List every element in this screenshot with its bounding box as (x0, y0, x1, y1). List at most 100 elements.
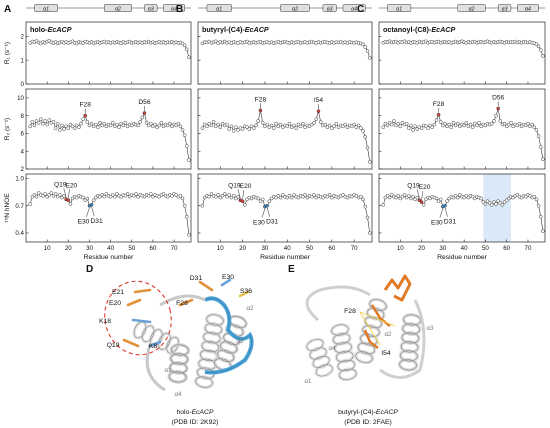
data-point (309, 194, 314, 199)
data-point (153, 122, 157, 127)
data-point (258, 199, 263, 203)
data-point (216, 122, 220, 127)
data-point (184, 47, 189, 52)
data-point (314, 195, 319, 200)
data-point (389, 122, 394, 127)
data-point (301, 121, 305, 126)
data-point (462, 123, 466, 128)
helix-outline (166, 336, 179, 354)
residue-label: I54 (381, 350, 391, 357)
helix-outline (339, 368, 357, 380)
annotation-label: E30 (78, 219, 90, 226)
helix-box-4 (517, 4, 539, 12)
x-tick-label: 20 (418, 245, 425, 252)
helix-label: α2 (384, 331, 392, 338)
data-point (285, 124, 290, 129)
structure-panel-e: E F28 I54 α3 α2 α4 α1 butyryl-(C4)-EcACP (PDB ID… (288, 264, 434, 426)
plot-hnoe-a: 1.0 0.7 0.4 ¹⁵N hNOE 10 20 30 40 50 60 70 Q19 E20 E30… (4, 173, 192, 252)
data-point (455, 121, 460, 126)
data-point (234, 125, 238, 129)
caption-prefix: holo- (176, 409, 191, 416)
helix-outline (400, 341, 419, 353)
panel-letter-C: C (357, 4, 364, 15)
helix-label-2: α2 (115, 6, 121, 12)
data-point (332, 124, 336, 129)
data-point (216, 193, 220, 197)
data-point (205, 124, 209, 129)
annotation-label: D31 (266, 219, 278, 226)
helix-outline (401, 332, 420, 344)
data-point (256, 196, 261, 201)
x-tick-label: 10 (44, 245, 51, 252)
helix-outline (367, 307, 385, 320)
data-point (115, 122, 119, 127)
data-point (365, 49, 370, 53)
annotation-label: E20 (240, 183, 252, 190)
x-tick-label: 50 (128, 245, 135, 252)
data-point (278, 122, 283, 127)
axes-frame (197, 21, 373, 85)
helix-label-3: α3 (327, 6, 333, 12)
data-point (220, 193, 225, 198)
residue-label: K18 (99, 318, 111, 325)
annotation-label: E20 (419, 184, 431, 191)
helix-label: α3 (236, 338, 244, 345)
x-tick-label: 30 (86, 245, 93, 252)
helix-outline (332, 333, 351, 345)
helix-outline (306, 339, 324, 351)
data-point (517, 121, 522, 126)
data-point (434, 118, 439, 122)
data-point (287, 193, 292, 198)
data-point (421, 203, 426, 207)
sidechain-k18 (131, 318, 152, 324)
data-point (225, 122, 229, 127)
data-point (211, 120, 216, 124)
data-point (350, 194, 354, 199)
data-point (494, 202, 498, 206)
panel-title: butyryl-(C4)-EcACP (202, 25, 269, 34)
y-tick-label: 0.4 (15, 230, 24, 237)
data-point (140, 115, 145, 120)
loop-blue-outline (204, 298, 252, 373)
data-point (387, 195, 392, 200)
data-point (66, 198, 71, 203)
data-point (234, 196, 238, 201)
plot-r2-b: F28 I54 (197, 88, 373, 170)
contact-line (359, 311, 396, 327)
x-tick-label: 60 (328, 245, 335, 252)
data-point (47, 118, 52, 122)
data-point (187, 232, 191, 237)
data-point (419, 200, 424, 204)
data-point (396, 193, 400, 198)
secondary-structure-track: α1 α2 α3 α4 (26, 4, 191, 12)
data-point (475, 123, 479, 128)
sidechain-f28 (178, 298, 194, 307)
data-point (269, 196, 274, 201)
helix-turn (337, 367, 358, 382)
data-point (280, 193, 285, 197)
residue-label: D31 (190, 275, 203, 282)
sidechain-e21 (133, 288, 152, 294)
data-point (292, 193, 296, 197)
helix-label-4: α4 (525, 6, 531, 12)
data-point (538, 214, 543, 219)
data-point (117, 125, 121, 129)
data-point (367, 55, 372, 60)
data-point (298, 124, 303, 129)
data-point (178, 193, 183, 198)
data-point (157, 123, 162, 128)
plot-r2-a: 10 8 6 4 2 R₂ (s⁻¹) F28 D56 (4, 88, 192, 173)
y-tick-label: 2 (21, 166, 25, 173)
data-point (272, 126, 276, 130)
annotation-leader (421, 191, 424, 201)
panel-title-suffix: EcACP (431, 25, 455, 34)
data-point (269, 123, 274, 128)
data-point (494, 113, 498, 118)
annotation-label: E30 (253, 220, 265, 227)
data-point (89, 203, 94, 207)
annotation-label: D56 (138, 99, 150, 106)
sidechain-q19 (122, 338, 140, 348)
data-point (68, 202, 73, 206)
data-point (218, 125, 223, 129)
y-tick-label: 6 (21, 131, 25, 138)
